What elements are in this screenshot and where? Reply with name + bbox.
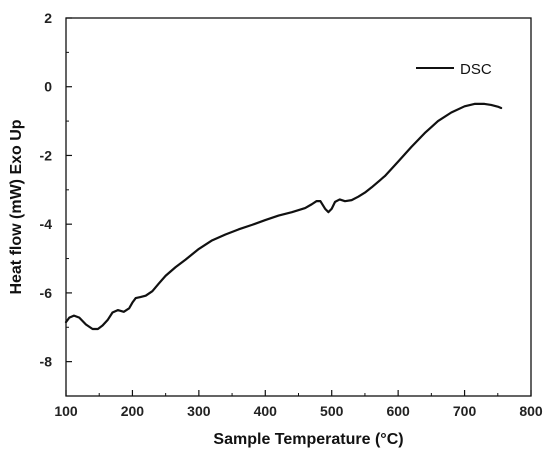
x-tick-label: 100 [54,403,78,419]
x-tick-label: 600 [386,403,410,419]
axis-layer: 100 200 300 400 500 600 700 800 2 0 -2 -4 -6 -8 Sample… [8,10,543,448]
x-tick-label: 800 [519,403,543,419]
x-tick-label: 500 [320,403,344,419]
y-tick-label: 0 [44,79,52,95]
x-tick-label: 300 [187,403,211,419]
x-tick-label: 200 [121,403,145,419]
series-line-dsc [64,102,503,331]
y-tick-label: -4 [40,216,53,232]
x-tick-label: 400 [254,403,278,419]
legend: DSC [416,61,492,78]
y-tick-label: 2 [44,10,52,26]
y-axis-title: Heat flow (mW) Exo Up [8,119,25,294]
x-tick-label: 700 [453,403,477,419]
y-tick-label: -8 [40,354,53,370]
legend-label: DSC [460,61,492,78]
plot-layer [64,102,503,331]
x-axis-title: Sample Temperature (°C) [213,431,403,448]
y-tick-label: -2 [40,147,53,163]
y-tick-label: -6 [40,285,53,301]
